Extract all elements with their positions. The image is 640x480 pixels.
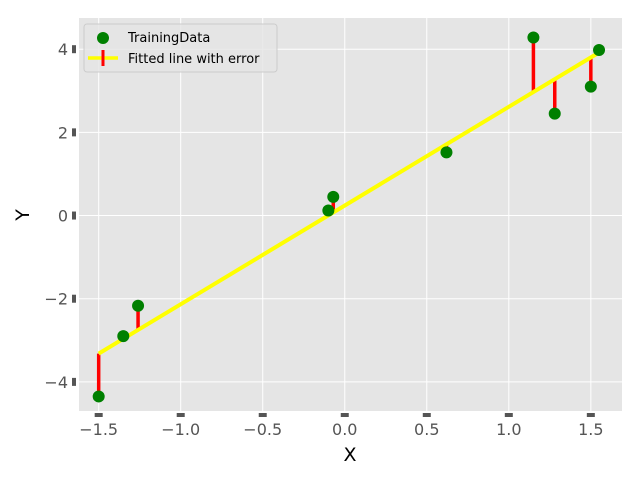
x-tick-mark [258,413,267,417]
legend-label-fit: Fitted line with error [128,52,260,67]
training-point [527,31,540,44]
x-tick-label: −0.5 [243,420,282,439]
training-point [584,80,597,93]
y-tick-mark [72,128,76,137]
legend: TrainingData Fitted line with error [83,23,278,73]
x-tick-label: −1.0 [161,420,200,439]
training-point [322,204,335,217]
x-tick-mark [422,413,431,417]
y-tick-mark [72,211,76,220]
training-points [92,31,606,403]
training-point [327,190,340,203]
legend-box [83,23,278,73]
training-point [548,107,561,120]
y-tick-mark [72,45,76,54]
x-axis-ticks: −1.5 −1.0 −0.5 0.0 0.5 1.0 1.5 [79,413,604,439]
x-tick-label: 0.5 [414,420,439,439]
fitted-line [97,50,601,356]
x-tick-mark [176,413,185,417]
x-tick-mark [586,413,595,417]
y-tick-mark [72,377,76,386]
training-point [132,299,145,312]
legend-label-training: TrainingData [127,31,210,46]
y-axis-ticks: −4 −2 0 2 4 [44,40,76,392]
training-point [440,146,453,159]
x-tick-mark [94,413,103,417]
x-tick-label: 0.0 [332,420,357,439]
y-tick-label: −2 [44,290,68,309]
y-tick-label: −4 [44,373,68,392]
legend-marker-training [97,32,109,44]
training-point [117,330,130,343]
x-tick-mark [504,413,513,417]
training-point [593,44,606,57]
y-tick-label: 0 [58,207,68,226]
y-tick-label: 4 [58,40,68,59]
x-tick-label: 1.5 [578,420,603,439]
x-tick-label: −1.5 [79,420,118,439]
x-tick-mark [340,413,349,417]
y-tick-label: 2 [58,123,68,142]
plot-background [79,18,622,411]
x-axis-label: X [343,444,356,466]
y-tick-mark [72,294,76,303]
training-point [92,390,105,403]
y-axis-label: Y [12,209,34,222]
x-tick-label: 1.0 [496,420,521,439]
fitted-line-group [97,50,601,356]
